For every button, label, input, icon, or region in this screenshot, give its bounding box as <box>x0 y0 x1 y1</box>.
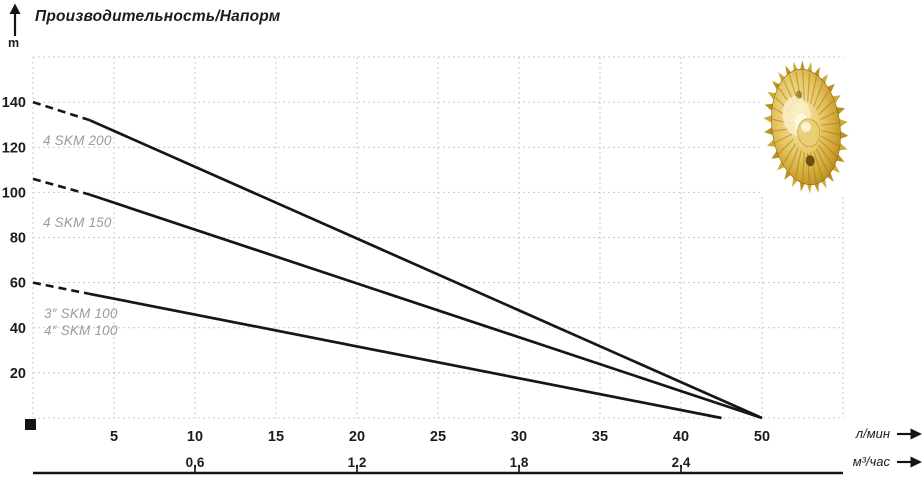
svg-text:30: 30 <box>511 429 527 445</box>
svg-text:1,8: 1,8 <box>510 455 529 470</box>
svg-text:2,4: 2,4 <box>672 455 691 470</box>
svg-text:20: 20 <box>10 366 26 382</box>
svg-text:80: 80 <box>10 231 26 247</box>
svg-text:1,2: 1,2 <box>348 455 367 470</box>
x-axis-arrow-icon <box>897 456 922 468</box>
svg-text:35: 35 <box>592 429 608 445</box>
y-axis-unit-label: m <box>8 36 20 50</box>
series-label-4-skm-200: 4 SKM 200 <box>43 133 112 148</box>
y-axis-up-arrow-icon <box>9 3 21 36</box>
origin-marker <box>25 419 36 430</box>
svg-text:40: 40 <box>10 321 26 337</box>
series-label-4in-skm-100: 4″ SKM 100 <box>44 323 118 338</box>
svg-text:20: 20 <box>349 429 365 445</box>
svg-text:140: 140 <box>2 95 26 111</box>
impeller-image <box>760 58 852 196</box>
svg-text:60: 60 <box>10 276 26 292</box>
series-label-4-skm-150: 4 SKM 150 <box>43 215 112 230</box>
svg-text:15: 15 <box>268 429 284 445</box>
svg-text:5: 5 <box>110 429 118 445</box>
svg-text:100: 100 <box>2 185 26 201</box>
svg-text:25: 25 <box>430 429 446 445</box>
chart-title: Производительность/Напорм <box>35 8 281 25</box>
svg-text:120: 120 <box>2 140 26 156</box>
x-axis-arrow-icon <box>897 428 922 440</box>
svg-text:50: 50 <box>754 429 770 445</box>
svg-text:10: 10 <box>187 429 203 445</box>
series-label-3in-skm-100: 3″ SKM 100 <box>44 306 118 321</box>
x-axis-unit-m3h: м³/час <box>852 454 890 469</box>
svg-text:40: 40 <box>673 429 689 445</box>
x-axis-unit-lmin: л/мин <box>855 426 890 441</box>
svg-text:0,6: 0,6 <box>186 455 205 470</box>
